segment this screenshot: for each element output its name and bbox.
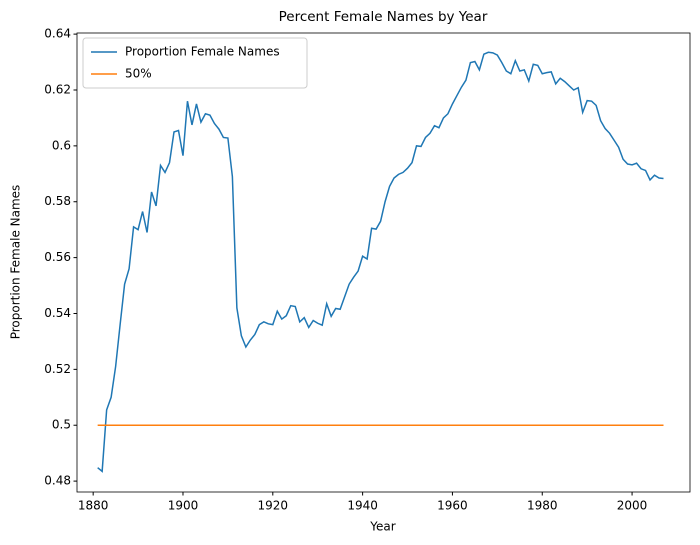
y-tick-label: 0.58 [44, 194, 71, 208]
x-tick-label: 1880 [78, 499, 109, 513]
y-tick-label: 0.48 [44, 474, 71, 488]
y-tick-label: 0.62 [44, 82, 71, 96]
legend-label: Proportion Female Names [125, 45, 280, 59]
data-line [97, 51, 664, 473]
y-tick-label: 0.56 [44, 250, 71, 264]
x-tick-label: 1980 [527, 499, 558, 513]
x-axis-label: Year [369, 520, 395, 534]
y-tick-label: 0.52 [44, 362, 71, 376]
x-tick-label: 2000 [617, 499, 648, 513]
x-tick-label: 1920 [258, 499, 289, 513]
x-tick-label: 1960 [437, 499, 468, 513]
y-axis-label: Proportion Female Names [9, 185, 23, 340]
y-tick-label: 0.54 [44, 306, 71, 320]
y-tick-label: 0.6 [52, 138, 71, 152]
y-tick-label: 0.5 [52, 418, 71, 432]
y-tick-label: 0.64 [44, 27, 71, 41]
legend-label: 50% [125, 67, 152, 81]
x-tick-label: 1900 [168, 499, 199, 513]
x-tick-label: 1940 [347, 499, 378, 513]
legend: Proportion Female Names 50% [82, 37, 308, 89]
legend-box [82, 37, 308, 89]
axes-frame [76, 32, 691, 493]
chart-title: Percent Female Names by Year [279, 9, 488, 25]
